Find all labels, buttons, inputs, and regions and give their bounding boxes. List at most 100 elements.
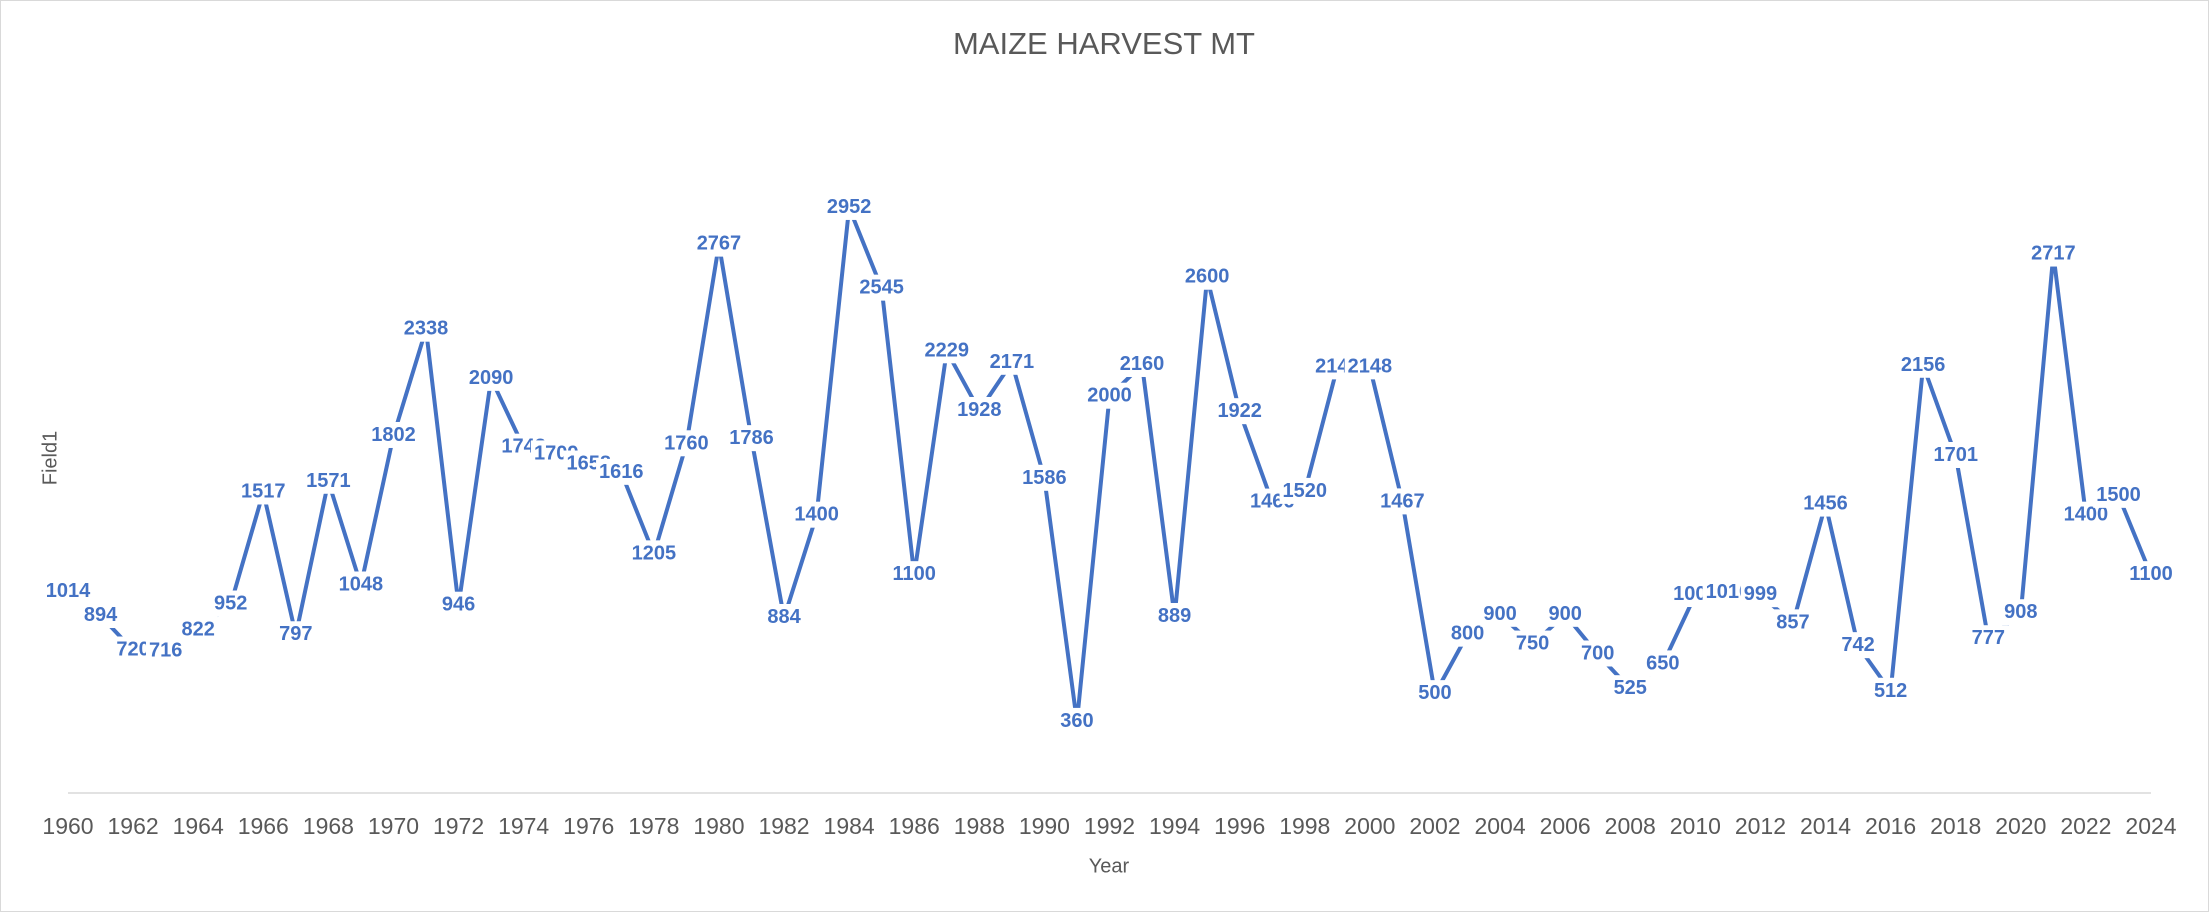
data-label-bg (986, 348, 1038, 375)
x-tick-label: 1962 (108, 813, 159, 839)
data-label: 1760 (664, 432, 709, 454)
x-tick-label: 1974 (498, 813, 549, 839)
data-label-bg (1154, 603, 1195, 630)
x-tick-label: 1970 (368, 813, 419, 839)
data-label: 742 (1841, 634, 1874, 656)
data-label-bg (1610, 675, 1650, 702)
data-label: 1586 (1022, 467, 1067, 489)
data-label-bg (1415, 680, 1455, 707)
data-label: 1010 (1706, 581, 1751, 603)
data-label-bg (1897, 351, 1949, 378)
data-label-bg (889, 561, 939, 588)
data-label: 512 (1874, 680, 1907, 702)
data-label: 1100 (893, 563, 936, 585)
data-label: 1456 (1803, 493, 1848, 515)
data-label: 1571 (306, 470, 351, 492)
x-tick-label: 2014 (1800, 813, 1851, 839)
data-label: 1928 (957, 399, 1002, 421)
data-label-bg (954, 396, 1005, 423)
data-label-bg (2001, 599, 2041, 626)
x-tick-label: 2008 (1605, 813, 1656, 839)
x-tick-label: 1968 (303, 813, 354, 839)
data-label: 2545 (859, 277, 904, 299)
data-label: 1701 (1933, 444, 1978, 466)
data-label-bg (1643, 650, 1683, 677)
data-label: 2338 (404, 318, 449, 340)
data-label: 716 (149, 639, 182, 661)
x-tick-label: 2006 (1540, 813, 1591, 839)
data-label: 525 (1614, 677, 1647, 699)
data-label-bg (1930, 441, 1981, 468)
data-label-bg (1116, 350, 1168, 377)
data-label: 700 (1581, 642, 1614, 664)
x-tick-label: 1960 (42, 813, 93, 839)
data-label: 1802 (371, 424, 416, 446)
data-label: 908 (2004, 601, 2037, 623)
data-label: 720 (116, 639, 149, 661)
data-label: 952 (214, 593, 247, 615)
data-label-bg (1214, 398, 1265, 425)
data-label-bg (628, 540, 680, 567)
x-tick-label: 1982 (758, 813, 809, 839)
chart-title: MAIZE HARVEST MT (953, 26, 1255, 61)
data-label-bg (238, 478, 289, 505)
data-label: 1400 (794, 504, 839, 526)
x-tick-label: 2004 (1474, 813, 1525, 839)
data-label-bg (276, 621, 316, 648)
data-label-bg (335, 571, 387, 598)
data-label: 500 (1418, 682, 1451, 704)
data-label: 360 (1060, 710, 1093, 732)
data-label: 777 (1972, 627, 2005, 649)
data-label: 2000 (1087, 385, 1132, 407)
data-label-bg (1512, 630, 1553, 657)
data-label-bg (303, 467, 354, 494)
data-label: 822 (182, 618, 215, 640)
data-label-bg (2093, 481, 2144, 508)
data-label-bg (178, 616, 218, 643)
x-tick-label: 1988 (954, 813, 1005, 839)
data-label-bg (1578, 640, 1618, 667)
data-label: 2156 (1901, 354, 1946, 376)
data-label-bg (1344, 353, 1396, 380)
data-label: 797 (279, 623, 312, 645)
x-tick-label: 1996 (1214, 813, 1265, 839)
data-label: 800 (1451, 623, 1484, 645)
data-label: 857 (1776, 611, 1809, 633)
data-label-bg (1800, 490, 1851, 517)
data-label-bg (1057, 707, 1097, 734)
data-label-bg (856, 274, 907, 301)
data-label-bg (42, 578, 95, 605)
data-label-bg (764, 603, 805, 630)
data-label: 1048 (339, 573, 384, 595)
x-tick-label: 1964 (173, 813, 224, 839)
data-label: 900 (1483, 603, 1516, 625)
data-label-bg (1181, 263, 1233, 290)
data-label-bg (1084, 382, 1135, 409)
data-label-bg (1545, 600, 1585, 627)
data-label-bg (2126, 561, 2176, 588)
data-label-bg (693, 230, 745, 257)
data-label-bg (1740, 581, 1781, 608)
data-label-bg (596, 458, 647, 485)
data-label: 2600 (1185, 266, 1230, 288)
x-tick-label: 2018 (1930, 813, 1981, 839)
data-label-bg (1019, 464, 1070, 491)
data-label-bg (1838, 632, 1878, 659)
data-label: 750 (1516, 633, 1549, 655)
data-label-bg (823, 193, 875, 220)
data-label-bg (80, 602, 122, 629)
x-tick-label: 1984 (824, 813, 875, 839)
data-label: 1467 (1380, 490, 1425, 512)
data-label-bg (1480, 600, 1520, 627)
x-tick-label: 2022 (2060, 813, 2111, 839)
data-label: 884 (767, 606, 801, 628)
data-label: 1520 (1283, 480, 1328, 502)
data-label-bg (661, 430, 712, 457)
data-label: 2717 (2031, 243, 2076, 265)
data-label-bg (400, 315, 452, 342)
x-tick-label: 2000 (1344, 813, 1395, 839)
x-tick-label: 1992 (1084, 813, 1135, 839)
data-label-bg (438, 591, 479, 618)
x-tick-label: 2016 (1865, 813, 1916, 839)
